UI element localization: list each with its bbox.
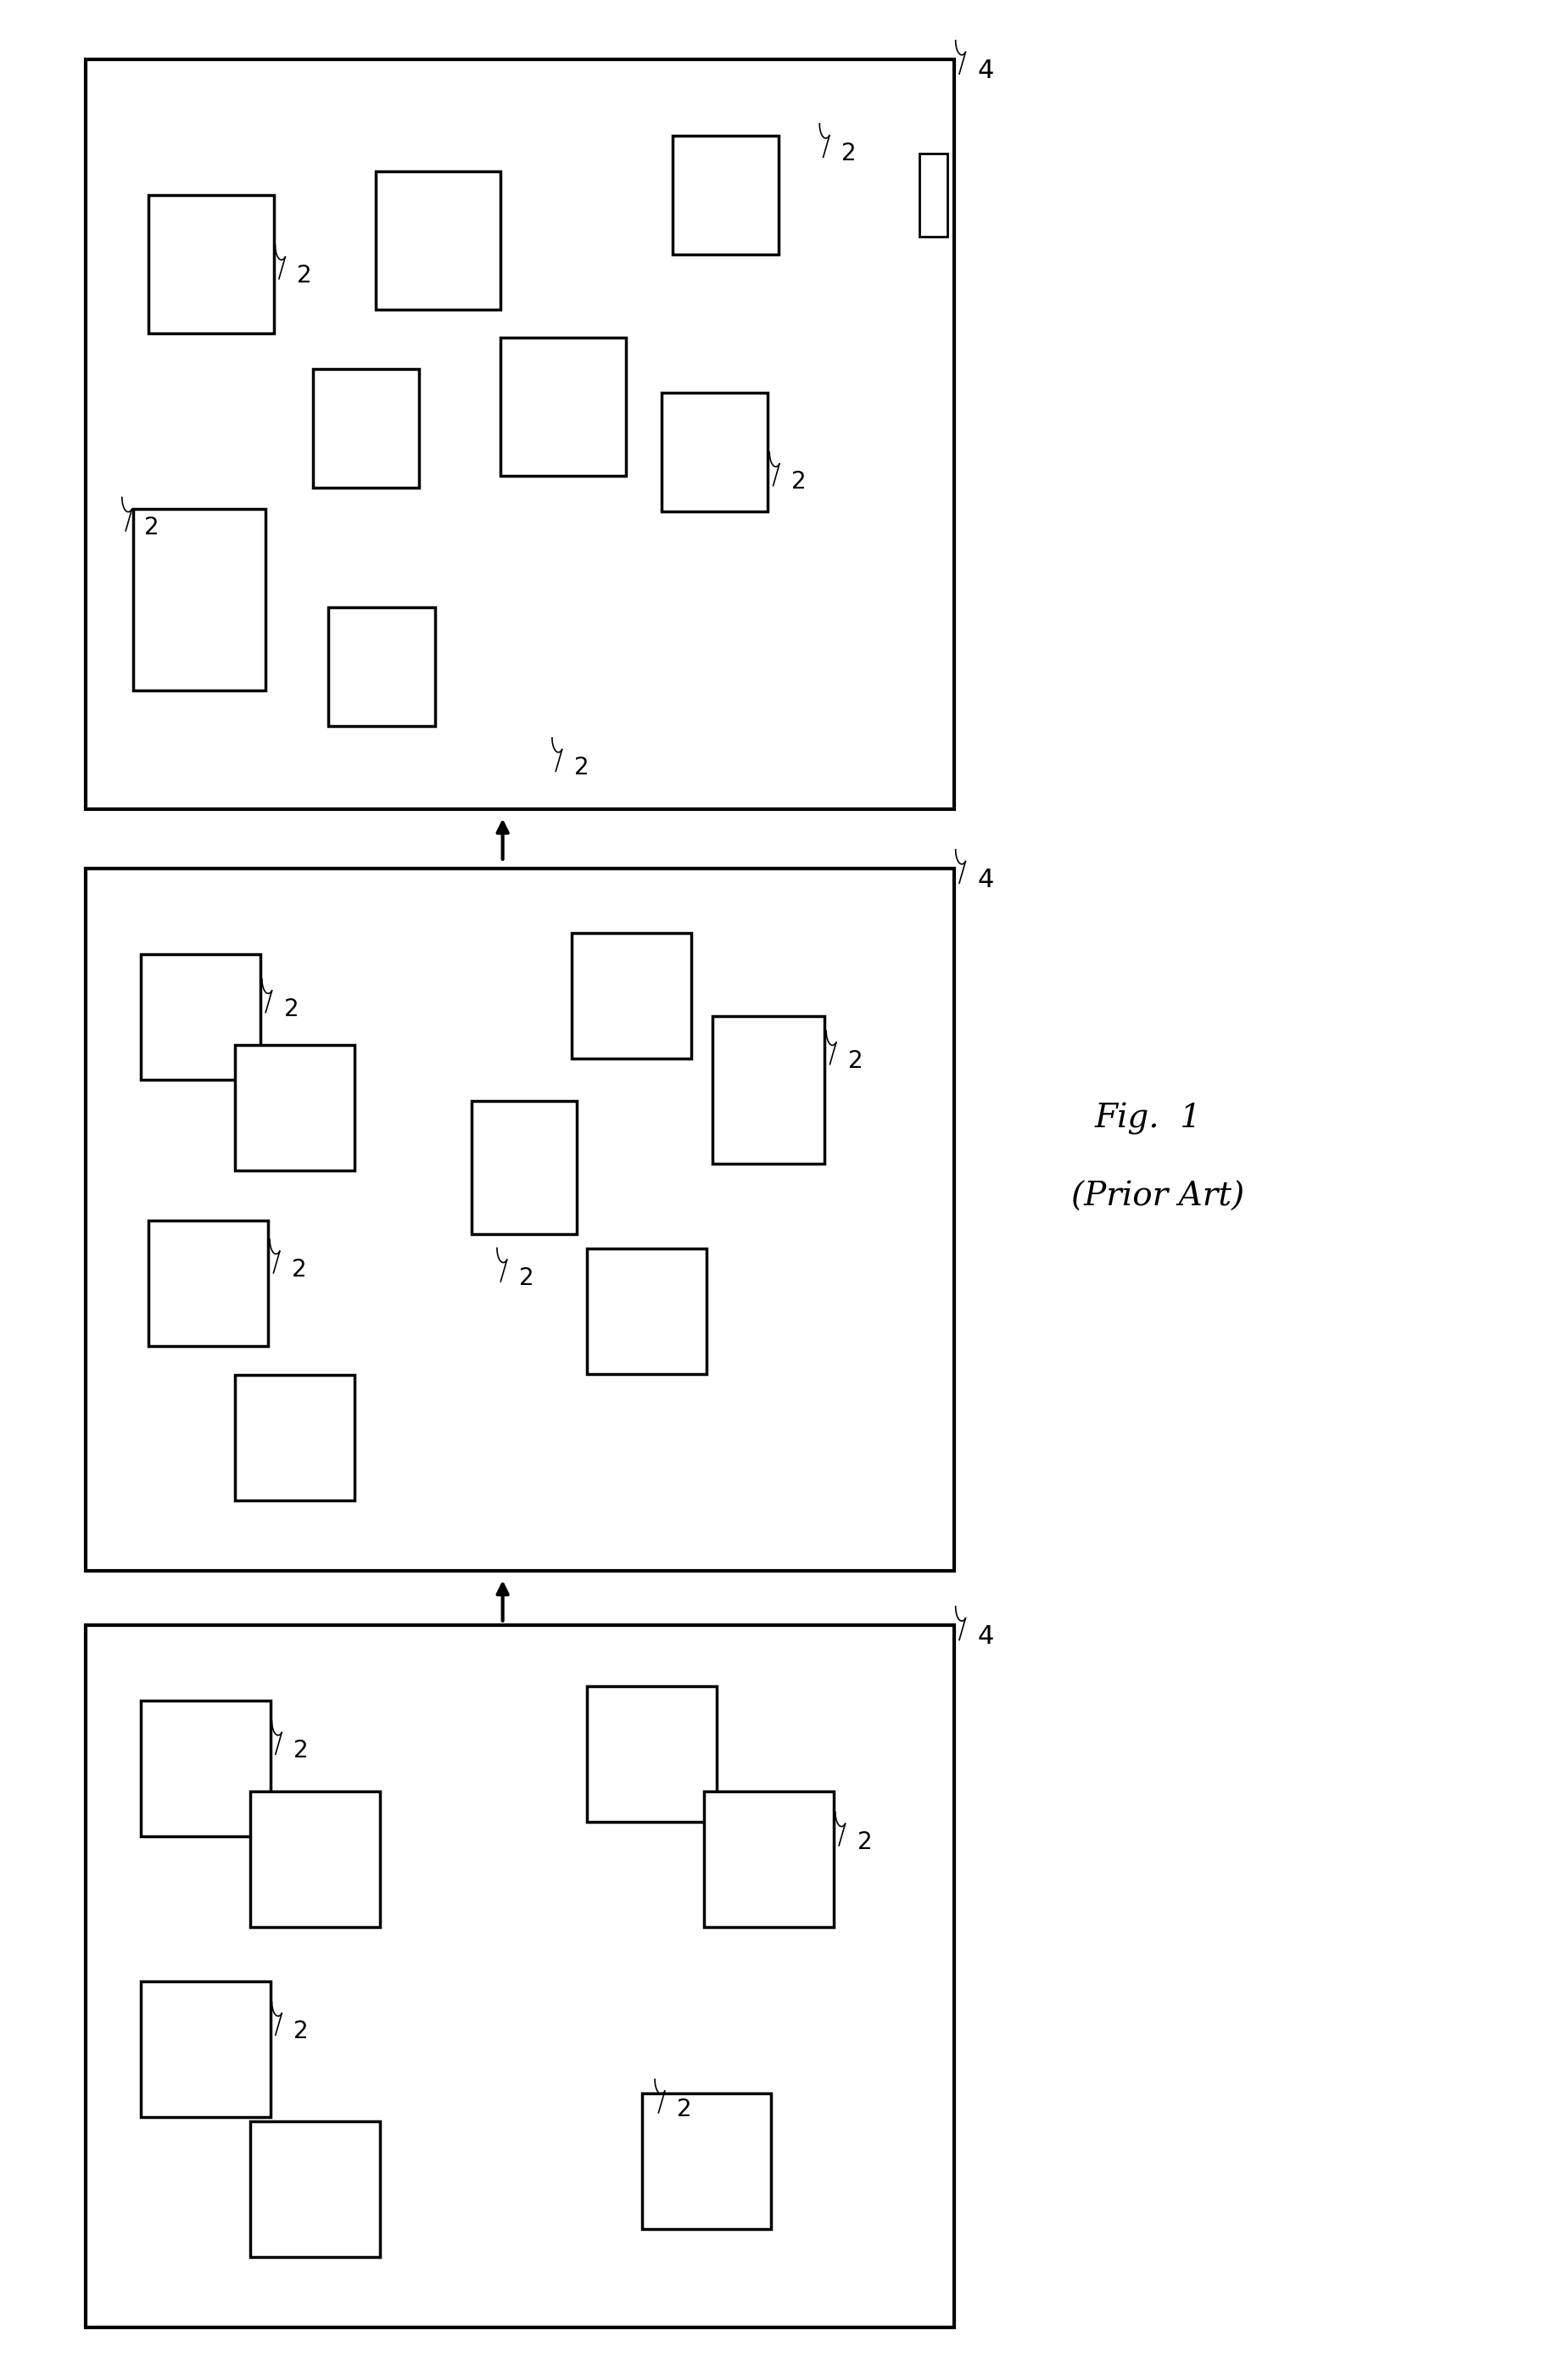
Text: 2: 2 xyxy=(294,2021,308,2044)
Bar xyxy=(86,1626,954,2328)
Text: 2: 2 xyxy=(677,2097,691,2121)
Bar xyxy=(250,2121,380,2256)
Bar xyxy=(250,1792,380,1928)
Text: 2: 2 xyxy=(144,516,160,540)
Bar xyxy=(313,369,419,488)
Bar xyxy=(673,136,779,255)
Bar xyxy=(662,393,768,512)
Text: (Prior Art): (Prior Art) xyxy=(1071,1180,1245,1214)
Bar xyxy=(641,2094,771,2230)
Text: 2: 2 xyxy=(291,1257,307,1280)
Bar xyxy=(920,152,948,236)
Text: 2: 2 xyxy=(574,757,590,781)
Bar xyxy=(149,195,274,333)
Bar xyxy=(328,607,435,726)
Bar xyxy=(141,1699,271,1837)
Text: 2: 2 xyxy=(285,997,299,1021)
Bar xyxy=(141,1980,271,2118)
Bar xyxy=(375,171,500,309)
Text: 2: 2 xyxy=(841,143,857,167)
Bar xyxy=(235,1376,353,1499)
Text: 2: 2 xyxy=(297,264,313,288)
Text: 2: 2 xyxy=(294,1740,308,1764)
Bar xyxy=(141,954,260,1078)
Bar xyxy=(235,1045,353,1171)
Bar xyxy=(86,869,954,1571)
Bar xyxy=(149,1221,269,1347)
Bar xyxy=(586,1687,716,1823)
Text: 4: 4 xyxy=(978,1626,995,1649)
Bar xyxy=(586,1250,707,1373)
Text: Fig.  1: Fig. 1 xyxy=(1095,1102,1201,1135)
Text: 2: 2 xyxy=(791,471,807,495)
Bar xyxy=(500,338,626,476)
Bar xyxy=(712,1016,824,1164)
Text: 4: 4 xyxy=(978,869,995,892)
Bar xyxy=(704,1792,834,1928)
Bar xyxy=(472,1102,577,1233)
Text: 4: 4 xyxy=(978,60,995,83)
Text: 2: 2 xyxy=(848,1050,863,1073)
Bar xyxy=(571,933,691,1059)
Bar xyxy=(86,60,954,809)
Text: 2: 2 xyxy=(519,1266,533,1290)
Bar xyxy=(133,509,266,690)
Text: 2: 2 xyxy=(857,1830,873,1854)
